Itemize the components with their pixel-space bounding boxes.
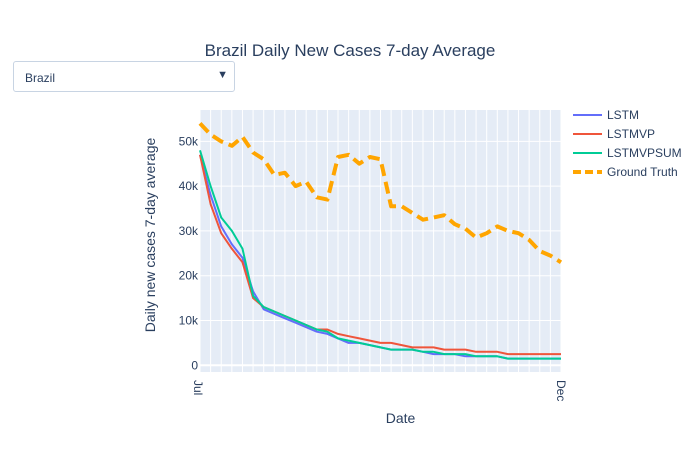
legend-item-label[interactable]: Ground Truth xyxy=(607,165,678,179)
x-axis-title: Date xyxy=(386,410,416,426)
y-tick-label: 0 xyxy=(191,358,198,372)
chevron-down-icon: ▼ xyxy=(217,69,228,81)
x-tick-label-end: Dec xyxy=(554,380,568,401)
country-dropdown[interactable]: Brazil ▼ xyxy=(13,61,235,92)
series-line-ground-truth xyxy=(198,122,563,264)
legend-item-label[interactable]: LSTM xyxy=(607,108,639,122)
legend-item-label[interactable]: LSTMVP xyxy=(607,127,655,141)
y-tick-label: 30k xyxy=(179,224,199,238)
y-axis-title: Daily new cases 7-day average xyxy=(142,138,158,333)
y-tick-label: 20k xyxy=(179,269,199,283)
x-tick-label-start: Jul xyxy=(191,380,205,395)
legend-item-label[interactable]: LSTMVPSUM xyxy=(607,146,682,160)
y-tick-label: 50k xyxy=(179,134,199,148)
chart-title: Brazil Daily New Cases 7-day Average xyxy=(204,41,496,60)
series-line-lstmvpsum xyxy=(199,150,561,360)
y-tick-label: 10k xyxy=(179,313,199,327)
y-tick-label: 40k xyxy=(179,179,199,193)
dropdown-selected-value: Brazil xyxy=(25,71,56,85)
